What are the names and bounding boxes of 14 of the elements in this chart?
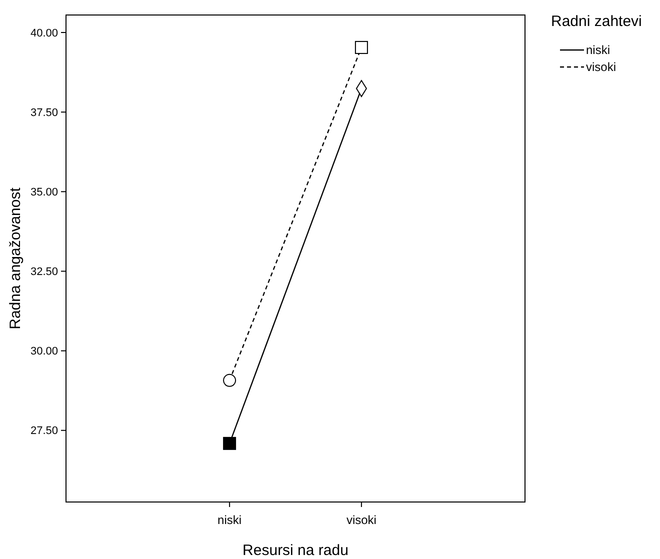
point xyxy=(223,436,236,450)
y-tick-label: 40.00 xyxy=(30,27,58,40)
y-tick-label: 30.00 xyxy=(30,346,58,358)
legend-label: niski xyxy=(586,43,610,58)
y-tick-label: 35.00 xyxy=(30,186,58,199)
legend-title: Radni zahtevi xyxy=(551,13,642,30)
y-axis-title: Radna angažovanost xyxy=(7,186,24,330)
point xyxy=(223,374,236,387)
x-axis-title: Resursi na radu xyxy=(242,542,348,559)
y-tick-label: 37.50 xyxy=(30,106,58,119)
y-tick-label: 32.50 xyxy=(30,266,58,278)
legend-label: visoki xyxy=(586,60,616,74)
y-tick-label: 27.50 xyxy=(30,425,58,438)
point xyxy=(354,40,368,54)
